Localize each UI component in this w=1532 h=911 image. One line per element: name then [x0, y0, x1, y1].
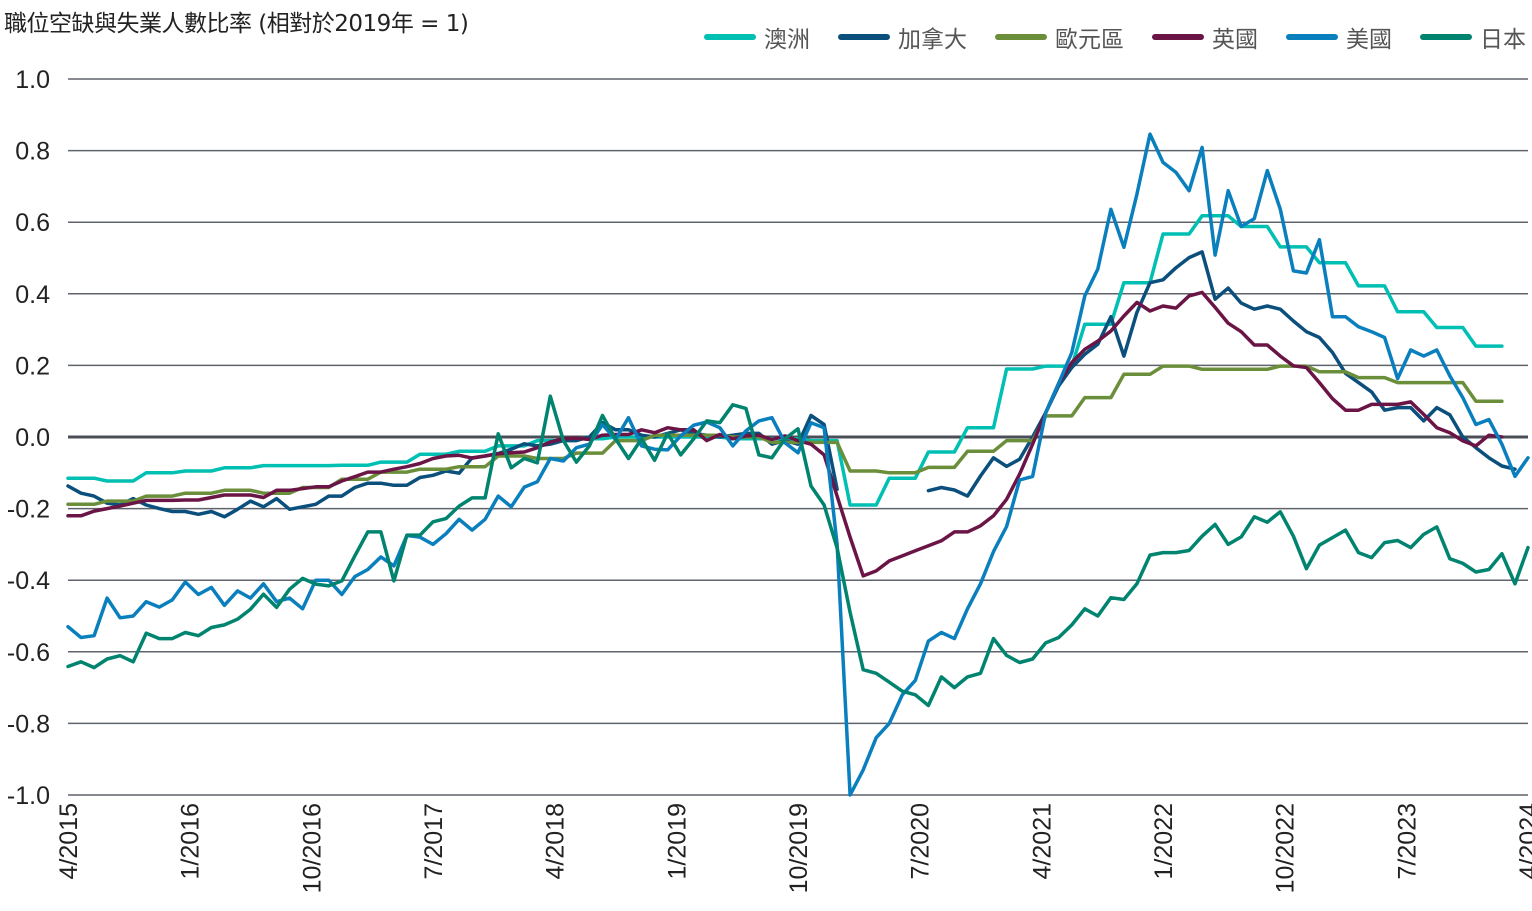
y-tick-label: 0.2 — [15, 352, 50, 380]
y-tick-label: -1.0 — [7, 782, 50, 810]
series-line-japan — [66, 394, 1530, 708]
legend-label-japan: 日本 — [1480, 27, 1526, 53]
legend-label-us: 美國 — [1346, 27, 1392, 53]
y-axis-labels: 1.0 0.8 0.6 0.4 0.2 0.0 -0.2 -0.4 -0.6 -0.8 -1.0 — [7, 66, 50, 810]
legend-swatch-eurozone — [995, 34, 1047, 40]
x-tick-label: 4/2021 — [1028, 803, 1056, 879]
series-line-us — [66, 132, 1530, 797]
x-tick-label: 7/2023 — [1393, 803, 1421, 879]
x-tick-label: 7/2020 — [907, 803, 935, 879]
x-tick-label: 1/2019 — [663, 803, 691, 879]
y-tick-label: 0.4 — [15, 281, 50, 309]
legend-item-canada: 加拿大 — [838, 20, 967, 54]
legend-label-australia: 澳洲 — [764, 27, 810, 53]
legend-swatch-japan — [1420, 34, 1472, 40]
legend-item-us: 美國 — [1286, 20, 1392, 54]
y-tick-label: -0.8 — [7, 710, 50, 738]
x-tick-label: 10/2022 — [1272, 803, 1300, 893]
x-tick-label: 10/2016 — [298, 803, 326, 893]
legend-item-uk: 英國 — [1152, 20, 1258, 54]
y-tick-label: 0.6 — [15, 209, 50, 237]
chart-title: 職位空缺與失業人數比率 (相對於2019年 = 1) — [4, 11, 469, 37]
x-tick-label: 4/2018 — [542, 803, 570, 879]
series-line-uk — [66, 290, 1504, 578]
x-tick-label: 7/2017 — [420, 803, 448, 879]
x-axis-labels: 4/2015 1/2016 10/2016 7/2017 4/2018 1/2019 10/… — [55, 803, 1532, 893]
gridlines — [68, 78, 1528, 796]
legend-swatch-us — [1286, 34, 1338, 40]
legend-swatch-australia — [704, 34, 756, 40]
y-tick-label: 0.8 — [15, 138, 50, 166]
x-tick-label: 4/2015 — [55, 803, 83, 879]
legend-item-japan: 日本 — [1420, 20, 1526, 54]
y-tick-label: -0.2 — [7, 496, 50, 524]
y-tick-label: -0.4 — [7, 567, 50, 595]
x-tick-label: 1/2022 — [1150, 803, 1178, 879]
legend-item-eurozone: 歐元區 — [995, 20, 1124, 54]
legend-swatch-uk — [1152, 34, 1204, 40]
legend: 澳洲 加拿大 歐元區 英國 美國 日本 — [704, 20, 1526, 54]
y-tick-label: 0.0 — [15, 424, 50, 452]
legend-item-australia: 澳洲 — [704, 20, 810, 54]
legend-label-canada: 加拿大 — [898, 27, 967, 53]
series-line-canada — [66, 250, 1517, 519]
x-tick-label: 4/2024 — [1515, 803, 1532, 880]
y-tick-label: 1.0 — [15, 66, 50, 94]
y-tick-label: -0.6 — [7, 639, 50, 667]
x-tick-label: 10/2019 — [785, 803, 813, 893]
legend-label-eurozone: 歐元區 — [1055, 27, 1124, 53]
legend-label-uk: 英國 — [1212, 27, 1258, 53]
series-lines — [66, 132, 1530, 797]
x-tick-label: 1/2016 — [177, 803, 205, 879]
legend-swatch-canada — [838, 34, 890, 40]
